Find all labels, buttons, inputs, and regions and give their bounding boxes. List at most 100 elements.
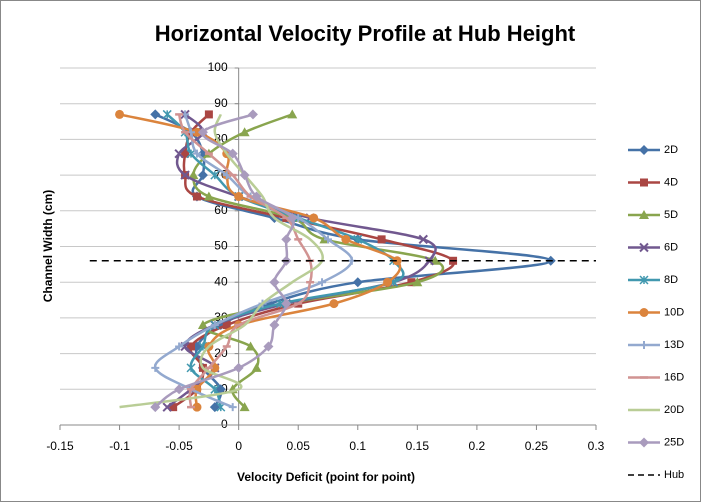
legend-label: 16D: [664, 371, 684, 383]
marker: [418, 234, 428, 245]
marker: [287, 212, 298, 223]
marker: [639, 275, 649, 285]
y-tick-label: 90: [214, 96, 228, 110]
marker: [192, 402, 202, 412]
marker: [234, 192, 244, 202]
marker: [318, 278, 327, 287]
marker: [227, 148, 238, 159]
y-tick-label: 100: [208, 60, 228, 74]
y-tick-label: 50: [214, 239, 228, 253]
y-axis-title: Channel Width (cm): [41, 190, 55, 303]
marker: [269, 277, 280, 288]
marker: [222, 321, 231, 330]
marker: [251, 362, 262, 372]
marker: [181, 149, 190, 158]
marker: [639, 308, 649, 317]
marker: [309, 213, 319, 223]
legend-label: 2D: [664, 144, 678, 156]
marker: [377, 235, 386, 244]
x-tick-label: -0.05: [165, 439, 193, 453]
marker: [151, 363, 160, 372]
marker: [197, 127, 208, 138]
marker: [150, 402, 161, 413]
marker: [197, 320, 208, 330]
marker: [640, 341, 648, 349]
legend-label: 4D: [664, 176, 678, 188]
marker: [192, 127, 202, 137]
legend-label: 13D: [664, 339, 684, 351]
marker: [239, 127, 250, 137]
marker: [639, 242, 649, 253]
marker: [639, 145, 649, 155]
marker: [245, 341, 256, 351]
marker: [210, 170, 220, 180]
marker: [210, 384, 220, 394]
marker: [174, 148, 184, 159]
marker: [197, 170, 208, 181]
marker: [352, 277, 363, 288]
marker: [210, 363, 220, 373]
marker: [275, 299, 285, 309]
marker: [204, 110, 213, 119]
marker: [263, 341, 274, 352]
marker: [281, 234, 292, 245]
marker: [287, 109, 298, 119]
marker: [269, 320, 280, 331]
x-axis-title: Velocity Deficit (point for point): [237, 470, 415, 484]
x-tick-label: 0.25: [525, 439, 549, 453]
marker: [174, 384, 185, 395]
marker: [210, 321, 219, 330]
marker: [186, 149, 196, 159]
marker: [407, 278, 416, 287]
marker: [247, 109, 258, 120]
legend-label: 20D: [664, 404, 684, 416]
series: [119, 113, 324, 409]
legend-label: 8D: [664, 274, 678, 286]
legend-label: 25D: [664, 436, 684, 448]
marker: [233, 362, 244, 373]
marker: [341, 234, 351, 244]
marker: [281, 298, 292, 309]
marker: [188, 170, 199, 180]
marker: [162, 402, 172, 412]
marker: [239, 170, 250, 181]
marker: [115, 109, 125, 119]
marker: [175, 342, 184, 351]
marker: [162, 109, 172, 119]
marker: [150, 109, 161, 120]
marker: [639, 210, 649, 219]
x-tick-label: 0: [235, 439, 242, 453]
marker: [251, 191, 262, 202]
x-tick-label: 0.2: [469, 439, 486, 453]
x-tick-label: 0.3: [588, 439, 605, 453]
marker: [383, 277, 393, 287]
marker: [640, 178, 648, 187]
marker: [192, 149, 201, 158]
legend-label: 10D: [664, 306, 684, 318]
marker: [239, 402, 250, 412]
legend-label: 6D: [664, 241, 678, 253]
marker: [324, 235, 332, 244]
marker: [187, 342, 196, 351]
x-tick-label: -0.1: [109, 439, 130, 453]
marker: [186, 363, 196, 373]
marker: [392, 256, 402, 266]
marker: [192, 192, 201, 201]
marker: [180, 170, 190, 180]
x-tick-label: 0.15: [406, 439, 430, 453]
y-tick-label: 0: [221, 417, 228, 431]
marker: [203, 191, 214, 201]
marker: [412, 277, 423, 287]
marker: [228, 403, 237, 412]
series-line: [119, 113, 324, 409]
x-tick-label: -0.15: [46, 439, 74, 453]
legend-label: 5D: [664, 209, 678, 221]
x-tick-label: 0.1: [349, 439, 366, 453]
marker: [169, 403, 178, 412]
chart-title: Horizontal Velocity Profile at Hub Heigh…: [155, 21, 576, 46]
y-tick-label: 40: [214, 274, 228, 288]
marker: [639, 437, 649, 448]
marker: [430, 255, 441, 265]
